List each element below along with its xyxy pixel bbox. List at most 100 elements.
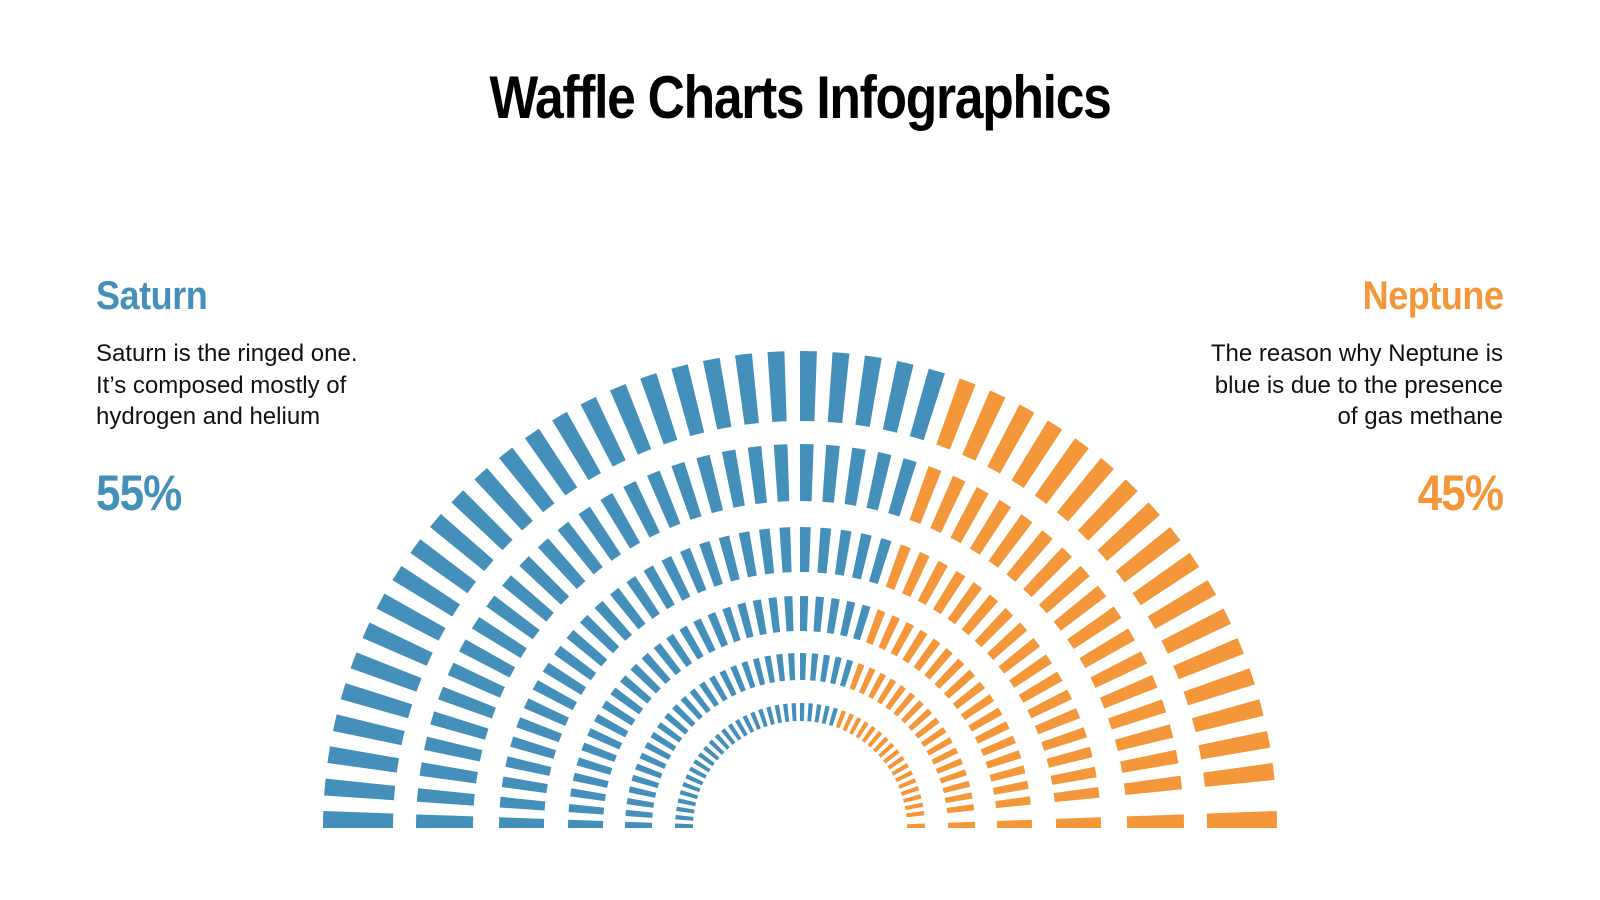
saturn-segment: [498, 447, 555, 513]
neptune-segment: [878, 615, 900, 651]
saturn-segment: [839, 659, 854, 687]
saturn-segment: [909, 368, 945, 441]
neptune-segment: [855, 721, 869, 739]
saturn-segment: [764, 655, 776, 684]
page-title: Waffle Charts Infographics: [489, 64, 1111, 131]
saturn-segment: [672, 704, 696, 727]
neptune-segment: [1018, 671, 1063, 703]
saturn-segment: [459, 639, 516, 678]
saturn-segment: [639, 752, 667, 770]
neptune-segment: [1041, 727, 1088, 751]
saturn-segment: [519, 556, 570, 605]
saturn-segment: [718, 535, 740, 582]
saturn-segment: [557, 521, 603, 575]
saturn-segment: [822, 444, 840, 503]
saturn-segment: [774, 704, 782, 724]
neptune-segment: [988, 514, 1033, 568]
saturn-segment: [817, 527, 832, 574]
saturn-segment: [800, 703, 805, 722]
neptune-segment: [883, 749, 900, 764]
saturn-segment: [324, 778, 396, 801]
neptune-segment: [1006, 530, 1053, 582]
neptune-segment: [1147, 580, 1217, 630]
neptune-segment: [893, 692, 916, 717]
saturn-segment: [568, 803, 605, 815]
saturn-segment: [601, 700, 636, 726]
saturn-segment: [699, 540, 723, 587]
neptune-segment: [943, 669, 976, 699]
neptune-segment: [974, 721, 1010, 744]
saturn-segment: [800, 596, 809, 632]
saturn-segment: [416, 814, 474, 828]
neptune-segment: [1097, 502, 1160, 561]
saturn-segment: [566, 629, 608, 667]
neptune-segment: [914, 717, 940, 739]
saturn-segment: [693, 618, 716, 654]
saturn-segment: [709, 675, 728, 702]
neptune-segment: [974, 608, 1014, 648]
saturn-segment: [416, 788, 475, 806]
saturn-segment: [392, 565, 460, 617]
saturn-segment: [719, 669, 737, 697]
saturn-segment: [800, 527, 811, 573]
neptune-segment: [878, 742, 895, 758]
saturn-segment: [788, 653, 796, 681]
saturn-segment: [767, 351, 787, 422]
neptune-segment: [887, 755, 905, 770]
neptune-segment: [1090, 651, 1148, 688]
neptune-segment: [1198, 730, 1271, 760]
saturn-segment: [741, 661, 756, 689]
neptune-segment: [1011, 420, 1063, 488]
neptune-segment: [987, 622, 1028, 661]
neptune-heading: Neptune: [1362, 274, 1503, 318]
neptune-segment: [876, 678, 897, 705]
saturn-segment: [438, 686, 496, 719]
saturn-segment: [680, 695, 703, 720]
neptune-segment: [935, 758, 963, 774]
saturn-segment: [499, 796, 546, 811]
saturn-segment: [430, 711, 489, 740]
neptune-segment: [908, 708, 933, 731]
saturn-segment: [635, 763, 663, 779]
saturn-segment: [742, 715, 755, 733]
saturn-segment: [664, 712, 689, 735]
saturn-segment: [537, 538, 586, 590]
saturn-segment: [429, 514, 494, 572]
saturn-segment: [419, 762, 478, 784]
neptune-panel: Neptune The reason why Neptune is blue i…: [1173, 272, 1504, 519]
neptune-segment: [924, 648, 953, 680]
neptune-segment: [1115, 526, 1181, 583]
saturn-segment: [721, 449, 745, 508]
saturn-segment: [625, 809, 653, 818]
saturn-segment: [587, 728, 623, 750]
saturn-segment: [675, 815, 694, 821]
neptune-segment: [946, 804, 975, 814]
saturn-segment: [689, 688, 711, 714]
neptune-segment: [904, 802, 924, 810]
neptune-segment: [987, 404, 1035, 474]
neptune-segment: [944, 792, 973, 804]
saturn-segment: [499, 817, 545, 828]
saturn-segment: [451, 490, 513, 551]
neptune-segment: [950, 487, 989, 544]
neptune-segment: [1099, 675, 1158, 709]
saturn-segment: [689, 766, 707, 779]
saturn-segment: [580, 614, 620, 654]
saturn-segment: [869, 538, 892, 585]
neptune-segment: [1203, 763, 1275, 787]
neptune-segment: [1034, 708, 1081, 735]
neptune-segment: [936, 378, 976, 450]
saturn-segment: [738, 531, 757, 578]
saturn-segment: [501, 776, 548, 794]
neptune-segment: [998, 638, 1041, 674]
saturn-segment: [888, 458, 917, 517]
neptune-segment: [1056, 457, 1114, 522]
neptune-segment: [906, 823, 925, 828]
saturn-segment: [727, 723, 742, 741]
saturn-segment: [578, 506, 622, 561]
saturn-segment: [620, 675, 652, 704]
neptune-segment: [931, 747, 959, 765]
neptune-segment: [1038, 565, 1090, 614]
neptune-segment: [1120, 749, 1179, 773]
saturn-segment: [576, 757, 613, 775]
